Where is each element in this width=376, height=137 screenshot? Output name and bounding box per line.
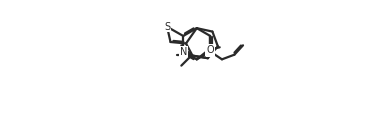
Text: O: O <box>206 45 214 55</box>
Text: S: S <box>164 22 170 32</box>
Text: S: S <box>205 45 212 55</box>
Text: N: N <box>206 47 214 57</box>
Text: N: N <box>180 47 187 57</box>
